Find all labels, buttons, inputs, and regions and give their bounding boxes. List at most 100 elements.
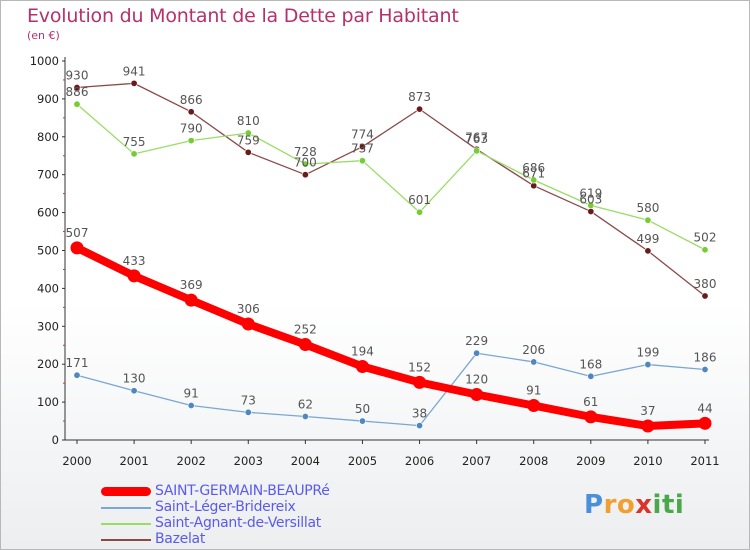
series-1-point-2002	[187, 402, 195, 410]
series-3-data-label-2011: 380	[694, 277, 717, 291]
series-1-data-label-2002: 91	[184, 387, 199, 401]
series-1-point-2005	[358, 417, 366, 425]
series-3-data-label-2006: 873	[408, 90, 431, 104]
series-2-point-2001	[130, 150, 138, 158]
legend-label-0: SAINT-GERMAIN-BEAUPRé	[155, 483, 330, 499]
series-0-point-2003	[241, 317, 255, 331]
series-0-data-label-2001: 433	[123, 254, 146, 268]
series-1-point-2001	[130, 387, 138, 395]
series-3-point-2009	[587, 207, 595, 215]
series-3	[73, 79, 709, 300]
series-0-point-2004	[298, 337, 312, 351]
x-tick-label-2005: 2005	[348, 454, 377, 468]
series-3-data-label-2004: 700	[294, 156, 317, 170]
series-2-data-label-2010: 580	[636, 201, 659, 215]
series-3-point-2001	[130, 79, 138, 87]
series-1-point-2010	[644, 361, 652, 369]
series-0-data-label-2000: 507	[66, 226, 89, 240]
series-1	[73, 349, 709, 430]
series-0-data-label-2011: 44	[697, 401, 712, 415]
logo-letter: i	[652, 490, 662, 520]
x-tick-label-2003: 2003	[234, 454, 263, 468]
y-tick-label-800: 800	[37, 130, 59, 144]
legend-swatch-2	[101, 523, 151, 525]
y-tick-label-900: 900	[37, 92, 59, 106]
series-1-data-label-2010: 199	[636, 346, 659, 360]
y-tick-label-600: 600	[37, 206, 59, 220]
series-0-data-label-2002: 369	[180, 278, 203, 292]
proxiti-logo: Proxiti	[584, 490, 684, 520]
series-0-data-label-2005: 194	[351, 344, 374, 358]
series-3-point-2010	[644, 247, 652, 255]
series-3-data-label-2008: 671	[522, 167, 545, 181]
y-tick-label-500: 500	[37, 244, 59, 258]
series-2-point-2003	[244, 129, 252, 137]
x-tick-label-2007: 2007	[462, 454, 491, 468]
x-tick-label-2010: 2010	[633, 454, 662, 468]
y-tick-label-100: 100	[37, 395, 59, 409]
series-3-point-2006	[416, 105, 424, 113]
series-1-point-2000	[73, 371, 81, 379]
y-tick-label-300: 300	[37, 319, 59, 333]
series-2-point-2008	[530, 176, 538, 184]
series-0-data-label-2003: 306	[237, 302, 260, 316]
unit-label: (en €)	[27, 29, 60, 42]
series-2-data-label-2001: 755	[123, 135, 146, 149]
series-0-data-label-2006: 152	[408, 360, 431, 374]
series-1-data-label-2006: 38	[412, 407, 427, 421]
x-tick-label-2009: 2009	[576, 454, 605, 468]
series-3-data-label-2002: 866	[180, 93, 203, 107]
x-tick-label-2002: 2002	[177, 454, 206, 468]
y-tick-label-200: 200	[37, 357, 59, 371]
series-2-point-2007	[473, 147, 481, 155]
legend-label-3: Bazelat	[155, 531, 206, 547]
series-2-data-label-2008: 686	[522, 161, 545, 175]
x-tick-label-2011: 2011	[690, 454, 719, 468]
logo-letter: x	[635, 490, 653, 520]
series-1-data-label-2009: 168	[579, 357, 602, 371]
series-1-data-label-2008: 206	[522, 343, 545, 357]
logo-letter: r	[603, 490, 617, 520]
x-tick-label-2000: 2000	[62, 454, 91, 468]
series-3-data-label-2003: 759	[237, 133, 260, 147]
series-0-data-label-2010: 37	[640, 404, 655, 418]
series-0-point-2005	[355, 359, 369, 373]
logo-letter: i	[674, 490, 685, 520]
legend-swatch-3	[101, 539, 151, 541]
legend-label-2: Saint-Agnant-de-Versillat	[155, 515, 321, 531]
series-2-data-label-2003: 810	[237, 114, 260, 128]
series-2-point-2009	[587, 201, 595, 209]
y-tick-label-1000: 1000	[30, 54, 59, 68]
series-1-data-label-2007: 229	[465, 334, 488, 348]
series-1-point-2009	[587, 372, 595, 380]
series-3-data-label-2005: 774	[351, 128, 374, 142]
series-2-data-label-2011: 502	[694, 231, 717, 245]
logo-letter: o	[616, 490, 636, 520]
x-tick-label-2001: 2001	[119, 454, 148, 468]
y-tick-label-700: 700	[37, 168, 59, 182]
series-2	[73, 100, 709, 254]
series-2-point-2005	[358, 157, 366, 165]
series-2-line	[76, 103, 706, 251]
series-3-point-2002	[187, 108, 195, 116]
series-2-point-2002	[187, 137, 195, 145]
series-3-data-label-2009: 603	[579, 192, 602, 206]
series-2-point-2000	[73, 100, 81, 108]
series-1-data-label-2003: 73	[241, 393, 256, 407]
series-1-point-2003	[244, 408, 252, 416]
series-0-data-label-2008: 91	[526, 384, 541, 398]
series-2-data-label-2000: 886	[66, 85, 89, 99]
chart-title: Evolution du Montant de la Dette par Hab…	[27, 5, 459, 27]
series-3-line	[76, 82, 706, 297]
series-0	[70, 241, 712, 433]
series-1-point-2006	[416, 422, 424, 430]
series-0-point-2002	[184, 293, 198, 307]
series-1-data-label-2005: 50	[355, 402, 370, 416]
series-2-point-2010	[644, 216, 652, 224]
series-1-point-2011	[701, 366, 709, 374]
series-1-data-label-2004: 62	[298, 398, 313, 412]
series-2-data-label-2005: 737	[351, 142, 374, 156]
series-0-point-2007	[470, 388, 484, 402]
series-0-point-2000	[70, 241, 84, 255]
